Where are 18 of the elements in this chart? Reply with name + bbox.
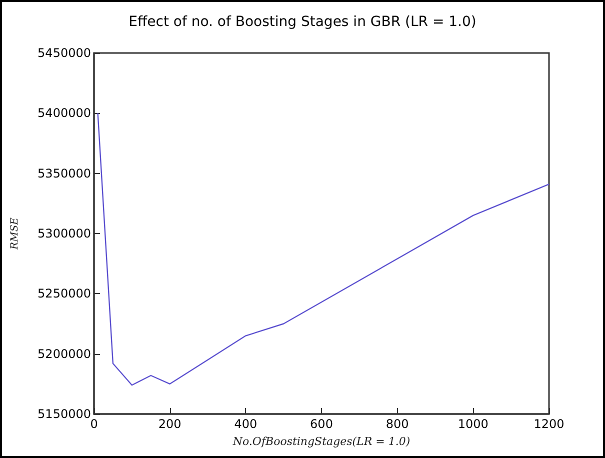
x-tick-label: 1000 xyxy=(458,417,488,431)
y-tick-label: 5300000 xyxy=(38,226,91,240)
x-tick-label: 400 xyxy=(234,417,258,431)
y-tick-label: 5450000 xyxy=(38,46,91,60)
x-tick-label: 200 xyxy=(158,417,182,431)
x-tick-label: 600 xyxy=(310,417,333,431)
y-axis-title: RMSE xyxy=(10,216,20,250)
y-tick-label: 5350000 xyxy=(38,166,91,180)
x-tick-label: 800 xyxy=(386,417,409,431)
x-tick-label: 0 xyxy=(90,417,98,431)
y-tick-label: 5150000 xyxy=(38,407,91,421)
y-tick-label: 5250000 xyxy=(38,286,91,301)
chart-title: Effect of no. of Boosting Stages in GBR (LR = 1.0) xyxy=(128,14,476,30)
x-axis-title: No.OfBoostingStages(LR = 1.0) xyxy=(232,435,410,448)
y-tick-label: 5200000 xyxy=(38,346,91,361)
line-series xyxy=(97,112,550,386)
x-tick-label: 1200 xyxy=(534,417,564,431)
y-tick-label: 5400000 xyxy=(38,106,91,120)
